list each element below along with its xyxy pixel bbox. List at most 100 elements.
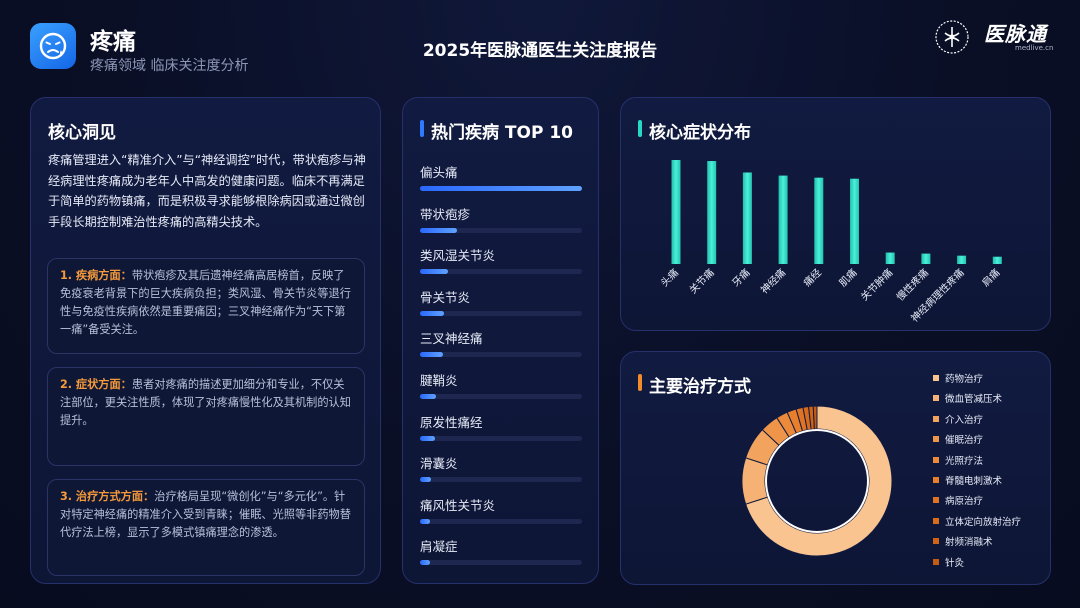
symptom-tick-label: 肩痛: [979, 266, 1002, 289]
disease-row: 滑囊炎: [420, 453, 582, 493]
legend-swatch: [933, 395, 939, 402]
legend-item: 脊髓电刺激术: [933, 472, 1002, 488]
legend-label: 病原治疗: [945, 496, 984, 508]
legend-swatch: [933, 497, 939, 504]
diseases-title: 热门疾病 TOP 10: [431, 123, 574, 143]
legend-item: 立体定向放射治疗: [933, 513, 1021, 529]
symptom-tick-label: 肌痛: [836, 266, 859, 289]
insight-card-text: 带状疱疹及其后遗神经痛高居榜首，反映了免疫衰老背景下的巨大疾病负担；类风湿、骨关…: [60, 269, 351, 336]
treatments-title: 主要治疗方式: [649, 377, 751, 397]
disease-bar-track: [420, 352, 582, 358]
treatments-panel: 主要治疗方式 药物治疗微血管减压术 介入治疗催眠治疗光照疗法脊髓电刺激术 病原治疗立…: [620, 351, 1051, 585]
disease-row: 三叉神经痛: [420, 328, 582, 368]
treatments-title-accent: [638, 374, 642, 391]
symptom-tick-label: 关节肿痛: [858, 266, 895, 303]
app-subtitle: 疼痛领域 临床关注度分析: [90, 58, 249, 74]
legend-item: 催眠治疗: [933, 431, 983, 447]
disease-name: 偏头痛: [420, 165, 458, 180]
app-icon: [30, 23, 76, 69]
legend-item: 病原治疗: [933, 492, 983, 508]
legend-label: 催眠治疗: [945, 435, 984, 447]
emblem-logo-icon: [935, 20, 969, 54]
insight-card-text: 患者对疼痛的描述更加细分和专业，不仅关注部位，更关注性质，体现了对疼痛慢性化及其…: [60, 378, 351, 427]
disease-row: 痛风性关节炎: [420, 495, 582, 535]
symptom-bar: [778, 175, 788, 264]
disease-name: 原发性痛经: [420, 414, 483, 430]
symptom-tick-label: 慢性疼痛: [894, 266, 931, 303]
disease-bar-track: [420, 518, 582, 524]
disease-row: 类风湿关节炎: [420, 245, 582, 285]
disease-row: 带状疱疹: [420, 204, 582, 244]
disease-bar-track: [420, 227, 582, 233]
disease-name: 骨关节炎: [420, 289, 471, 305]
disease-row: 腱鞘炎: [420, 370, 582, 410]
legend-swatch: [933, 477, 939, 483]
insight-card-symptom: 2. 症状方面：患者对疼痛的描述更加细分和专业，不仅关注部位，更关注性质，体现了…: [47, 367, 365, 466]
disease-bar-fill: [420, 394, 437, 399]
disease-bar-fill: [420, 518, 430, 524]
legend-label: 介入治疗: [945, 414, 984, 426]
disease-bar-track: [420, 477, 582, 483]
legend-item: 药物治疗: [933, 370, 983, 386]
brand-logo: 医脉通: [984, 22, 1047, 46]
disease-name: 滑囊炎: [420, 456, 458, 472]
treatment-slice: [812, 405, 818, 430]
symptom-bar: [850, 178, 859, 264]
symptom-tick-label: 痛经: [801, 266, 824, 289]
legend-label: 针灸: [945, 557, 965, 569]
pain-face-icon: [39, 32, 67, 60]
insights-title: 核心洞见: [48, 123, 116, 143]
treatment-donut-chart: [741, 405, 893, 557]
symptom-bar: [921, 253, 931, 264]
disease-name: 痛风性关节炎: [420, 497, 496, 513]
disease-bar-fill: [420, 227, 458, 233]
disease-name: 肩凝症: [420, 539, 458, 555]
disease-bar-fill: [420, 310, 445, 316]
insight-card-lead: 3. 治疗方式方面：: [60, 490, 155, 503]
brand-url: medlive.cn: [1015, 44, 1054, 52]
disease-bar-fill: [420, 477, 432, 483]
disease-bar-fill: [420, 269, 448, 275]
symptoms-title: 核心症状分布: [649, 123, 751, 143]
insights-intro: 疼痛管理进入“精准介入”与“神经调控”时代，带状疱疹与神经病理性疼痛成为老年人中…: [48, 153, 366, 229]
symptom-tick-label: 神经痛: [758, 266, 788, 296]
disease-bar-fill: [420, 560, 430, 566]
legend-swatch: [933, 436, 939, 443]
symptoms-title-accent: [638, 120, 642, 137]
symptom-bar: [742, 172, 752, 264]
symptom-bar: [957, 255, 967, 264]
insight-card-lead: 1. 疾病方面：: [60, 269, 132, 282]
insight-card-treatment: 3. 治疗方式方面：治疗格局呈现“微创化”与“多元化”。针对特定神经痛的精准介入…: [47, 479, 365, 576]
disease-bar-fill: [420, 186, 582, 191]
legend-swatch: [933, 538, 939, 545]
legend-label: 立体定向放射治疗: [945, 516, 1022, 528]
symptom-bar: [885, 252, 895, 264]
legend-label: 药物治疗: [945, 374, 984, 385]
legend-label: 脊髓电刺激术: [945, 476, 1003, 487]
symptom-bar: [992, 256, 1002, 264]
legend-swatch: [933, 375, 939, 381]
insights-panel: 核心洞见 疼痛管理进入“精准介入”与“神经调控”时代，带状疱疹与神经病理性疼痛成…: [30, 97, 381, 584]
symptom-tick-label: 头痛: [658, 266, 681, 289]
insight-card-disease: 1. 疾病方面：带状疱疹及其后遗神经痛高居榜首，反映了免疫衰老背景下的巨大疾病负…: [47, 258, 365, 354]
report-title: 2025年医脉通医生关注度报告: [422, 41, 658, 61]
legend-swatch: [933, 456, 939, 463]
disease-row: 肩凝症: [420, 536, 582, 576]
legend-item: 光照疗法: [933, 452, 983, 468]
disease-name: 腱鞘炎: [420, 373, 458, 388]
symptom-bar: [814, 177, 824, 264]
disease-bar-fill: [420, 352, 443, 358]
symptoms-panel: 核心症状分布 头痛 关节痛 牙痛 神经痛 痛经 肌痛 关节肿痛 慢性疼痛 神经病理性疼痛 肩痛: [620, 97, 1051, 331]
diseases-title-accent: [420, 120, 424, 137]
disease-name: 带状疱疹: [420, 206, 471, 222]
disease-bar-fill: [420, 435, 435, 441]
legend-swatch: [933, 415, 939, 422]
symptom-tick-label: 牙痛: [729, 266, 752, 289]
legend-swatch: [933, 558, 939, 565]
disease-bar-track: [420, 435, 582, 441]
symptom-tick-label: 关节痛: [686, 266, 716, 296]
insight-card-text: 治疗格局呈现“微创化”与“多元化”。针对特定神经痛的精准介入受到青睐；催眠、光照…: [60, 490, 351, 539]
legend-label: 微血管减压术: [945, 394, 1003, 406]
app-title: 疼痛: [90, 29, 136, 55]
disease-bar-track: [420, 310, 582, 316]
